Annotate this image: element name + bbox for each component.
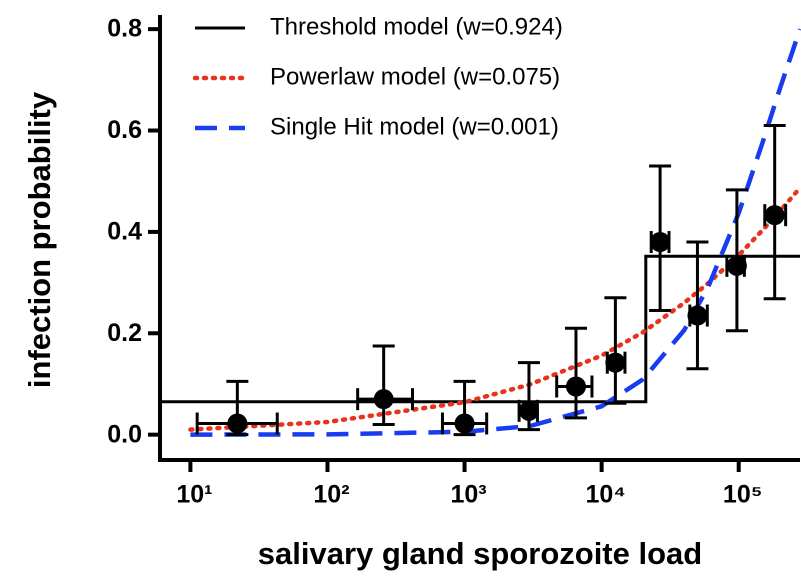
- data-point: [764, 205, 785, 226]
- data-point: [650, 232, 671, 253]
- y-axis-title: infection probability: [22, 91, 57, 388]
- data-point: [687, 305, 708, 326]
- y-tick-label: 0.0: [107, 420, 142, 448]
- y-tick-label: 0.8: [107, 15, 142, 43]
- model-line: [188, 185, 801, 432]
- legend-label: Single Hit model (w=0.001): [270, 113, 559, 140]
- plot-area: [160, 28, 801, 437]
- data-point: [726, 255, 747, 276]
- x-tick-label: 10¹: [176, 481, 212, 509]
- data-point: [605, 352, 626, 373]
- x-tick-label: 10⁴: [586, 481, 626, 509]
- model-line: [160, 254, 800, 404]
- data-point: [373, 389, 394, 410]
- x-tick-label: 10⁵: [723, 481, 763, 509]
- x-tick-label: 10²: [313, 481, 349, 509]
- legend-label: Threshold model (w=0.924): [270, 13, 563, 40]
- legend-label: Powerlaw model (w=0.075): [270, 63, 560, 90]
- data-point: [227, 413, 248, 434]
- data-point: [565, 376, 586, 397]
- y-tick-label: 0.4: [107, 218, 142, 246]
- y-tick-label: 0.2: [107, 319, 142, 347]
- data-point: [518, 400, 539, 421]
- data-point: [454, 413, 475, 434]
- y-tick-label: 0.6: [107, 116, 142, 144]
- x-axis-title: salivary gland sporozoite load: [258, 536, 702, 571]
- x-tick-label: 10³: [450, 481, 486, 509]
